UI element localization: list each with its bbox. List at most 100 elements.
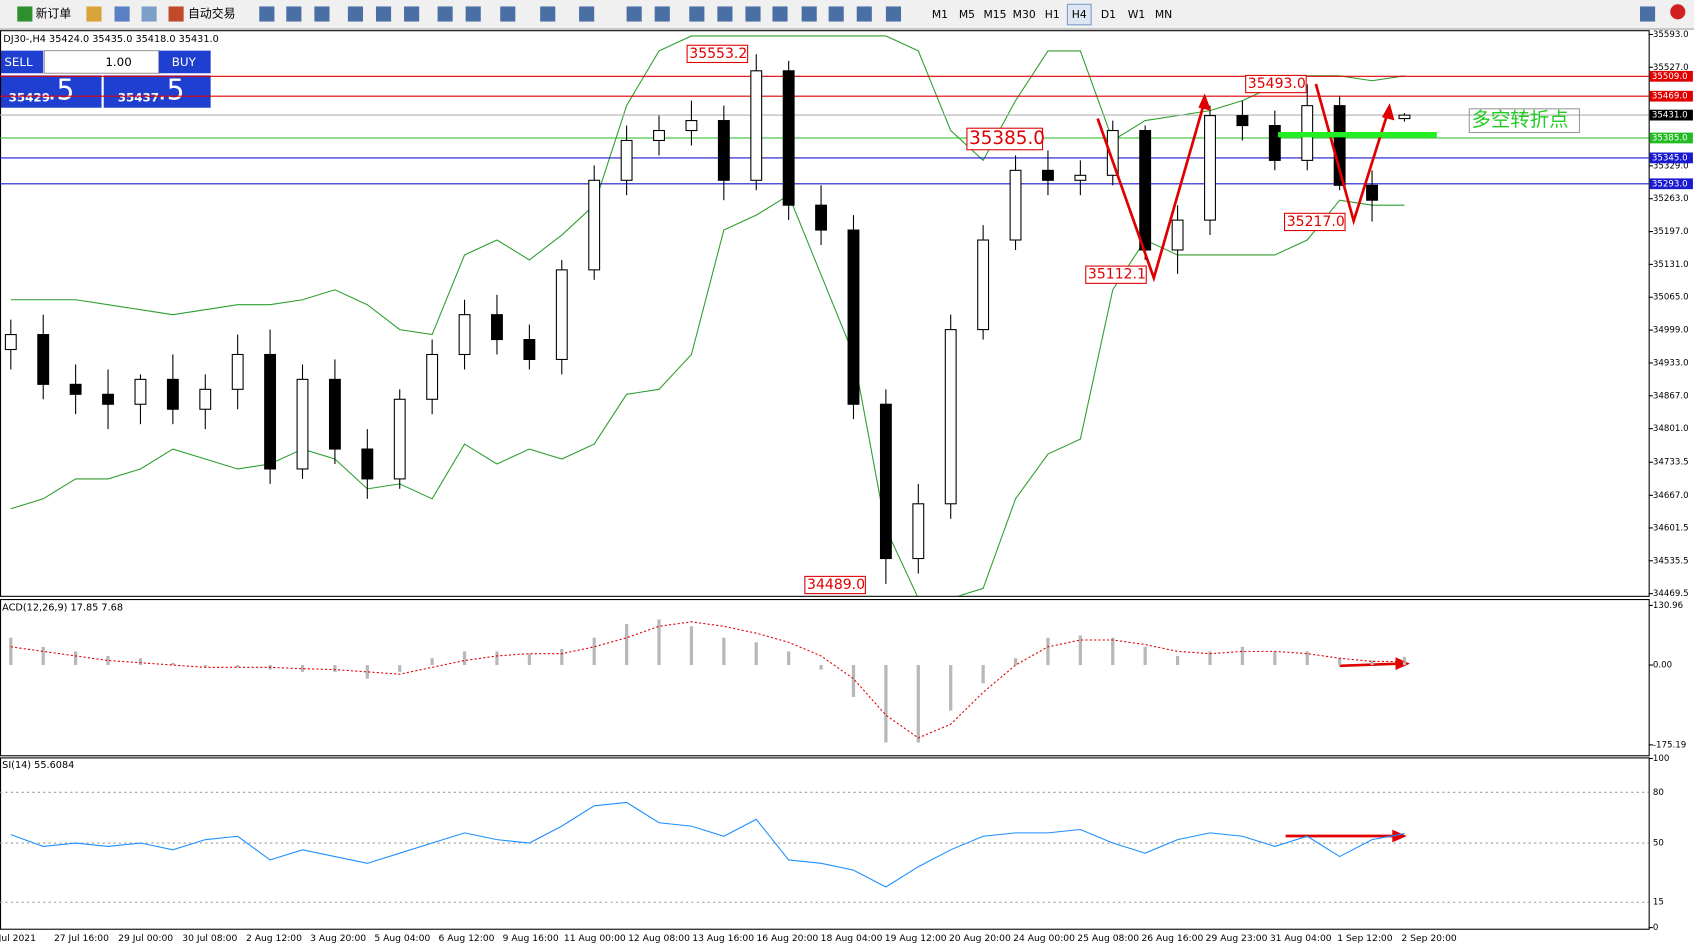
annotation: 35217.0 — [1287, 214, 1345, 230]
icon[interactable] — [375, 6, 392, 22]
macd-bar — [138, 658, 143, 666]
x-tick-label: 6 Aug 12:00 — [438, 933, 494, 944]
macd-bar — [1046, 637, 1050, 666]
macd-bar — [1402, 656, 1407, 666]
timeframe[interactable]: M5 — [959, 8, 975, 21]
candle-body — [847, 229, 860, 405]
candle-body — [4, 334, 17, 351]
x-tick-label: Jul 2021 — [0, 933, 36, 944]
icon[interactable] — [114, 6, 130, 22]
toolbar: 新订单 自动交易 M1 M5 M15 M30 H1 H4 D1 W1 MN — [0, 0, 1694, 30]
candle-body — [264, 353, 277, 470]
icon[interactable] — [314, 6, 330, 22]
annotation: 35112.1 — [1088, 267, 1146, 283]
annotation-box — [686, 44, 749, 64]
y-tick-label: 80 — [1653, 788, 1664, 798]
y-tick-label: 34535.5 — [1653, 556, 1689, 566]
icon[interactable] — [540, 6, 556, 22]
icon[interactable] — [437, 6, 453, 22]
annotation-box — [1284, 212, 1346, 232]
x-tick-label: 29 Jul 00:00 — [118, 933, 173, 944]
candle-body — [750, 70, 763, 181]
bid-box[interactable] — [0, 75, 102, 108]
candle-body — [1398, 114, 1411, 120]
icon[interactable] — [286, 6, 302, 22]
new-order[interactable]: 新订单 — [36, 7, 72, 21]
icon[interactable] — [689, 6, 705, 22]
icon[interactable] — [772, 6, 788, 22]
macd-bar — [1111, 637, 1115, 666]
icon[interactable] — [626, 6, 642, 22]
macd-bar — [74, 651, 78, 666]
icon[interactable] — [404, 6, 420, 22]
sell-button[interactable] — [0, 50, 44, 74]
buy-button[interactable] — [158, 50, 211, 74]
candle-body — [199, 388, 212, 410]
annotation: 35553.2 — [689, 46, 747, 62]
arrow-head — [1392, 829, 1407, 843]
icon[interactable] — [856, 6, 872, 22]
icon[interactable] — [141, 6, 157, 22]
lot-value[interactable]: 1.00 — [105, 55, 131, 69]
price-tag — [1649, 132, 1693, 144]
icon[interactable] — [1639, 6, 1656, 22]
lot-input[interactable] — [43, 50, 160, 74]
macd-bar — [430, 658, 434, 666]
icon[interactable] — [828, 6, 844, 22]
buy-label[interactable]: BUY — [172, 55, 197, 69]
icon[interactable] — [745, 6, 761, 22]
sell-label[interactable]: SELL — [4, 55, 33, 69]
y-tick-label: 50 — [1653, 839, 1664, 849]
icon[interactable] — [259, 6, 275, 22]
macd-bar — [1208, 651, 1212, 666]
icon[interactable] — [465, 6, 481, 22]
candle-body — [296, 378, 309, 470]
price-tag — [1649, 70, 1693, 82]
timeframe[interactable]: H4 — [1072, 8, 1087, 21]
candle-body — [653, 129, 665, 142]
alert-icon[interactable] — [1670, 4, 1686, 20]
macd-bar — [560, 649, 564, 666]
candle-body — [1074, 174, 1087, 181]
icon[interactable] — [168, 6, 184, 22]
bid-price: 35429 — [9, 91, 50, 105]
ask-box[interactable] — [103, 75, 211, 108]
icon[interactable] — [347, 6, 363, 22]
icon[interactable] — [801, 6, 817, 22]
trend-line — [1314, 83, 1390, 226]
toolbar-bg — [0, 0, 1694, 30]
note-box — [1468, 108, 1581, 134]
icon[interactable] — [86, 6, 102, 22]
auto-trading[interactable]: 自动交易 — [188, 7, 236, 21]
candle-body — [1139, 129, 1152, 251]
icon[interactable] — [17, 6, 33, 22]
chart-title: DJ30-,H4 35424.0 35435.0 35418.0 35431.0 — [3, 34, 219, 45]
rsi-line — [10, 801, 1405, 888]
candle-body — [685, 120, 698, 132]
x-tick-label: 9 Aug 16:00 — [503, 933, 559, 944]
timeframe[interactable]: D1 — [1101, 8, 1116, 21]
price-tag — [1649, 178, 1693, 190]
macd-bar — [884, 665, 888, 743]
candle-body — [361, 448, 374, 480]
timeframe[interactable]: W1 — [1128, 8, 1146, 21]
candle-body — [1106, 129, 1119, 176]
y-tick-label: 35329.0 — [1653, 161, 1689, 171]
timeframe[interactable]: M1 — [932, 8, 948, 21]
timeframe[interactable]: M15 — [983, 8, 1006, 21]
icon[interactable] — [717, 6, 733, 22]
icon[interactable] — [654, 6, 670, 22]
timeframe[interactable]: MN — [1155, 8, 1172, 21]
macd-bar — [527, 653, 531, 666]
icon[interactable] — [885, 6, 902, 22]
icon[interactable] — [579, 6, 595, 22]
candle-body — [1204, 115, 1216, 221]
timeframe[interactable]: M30 — [1013, 8, 1036, 21]
icon[interactable] — [500, 6, 516, 22]
timeframe[interactable]: H1 — [1045, 8, 1060, 21]
macd-bar — [300, 665, 305, 672]
trend-line — [1096, 100, 1206, 283]
x-tick-label: 26 Aug 16:00 — [1141, 933, 1203, 944]
x-tick-label: 27 Jul 16:00 — [54, 933, 109, 944]
price-tag — [1649, 109, 1693, 121]
